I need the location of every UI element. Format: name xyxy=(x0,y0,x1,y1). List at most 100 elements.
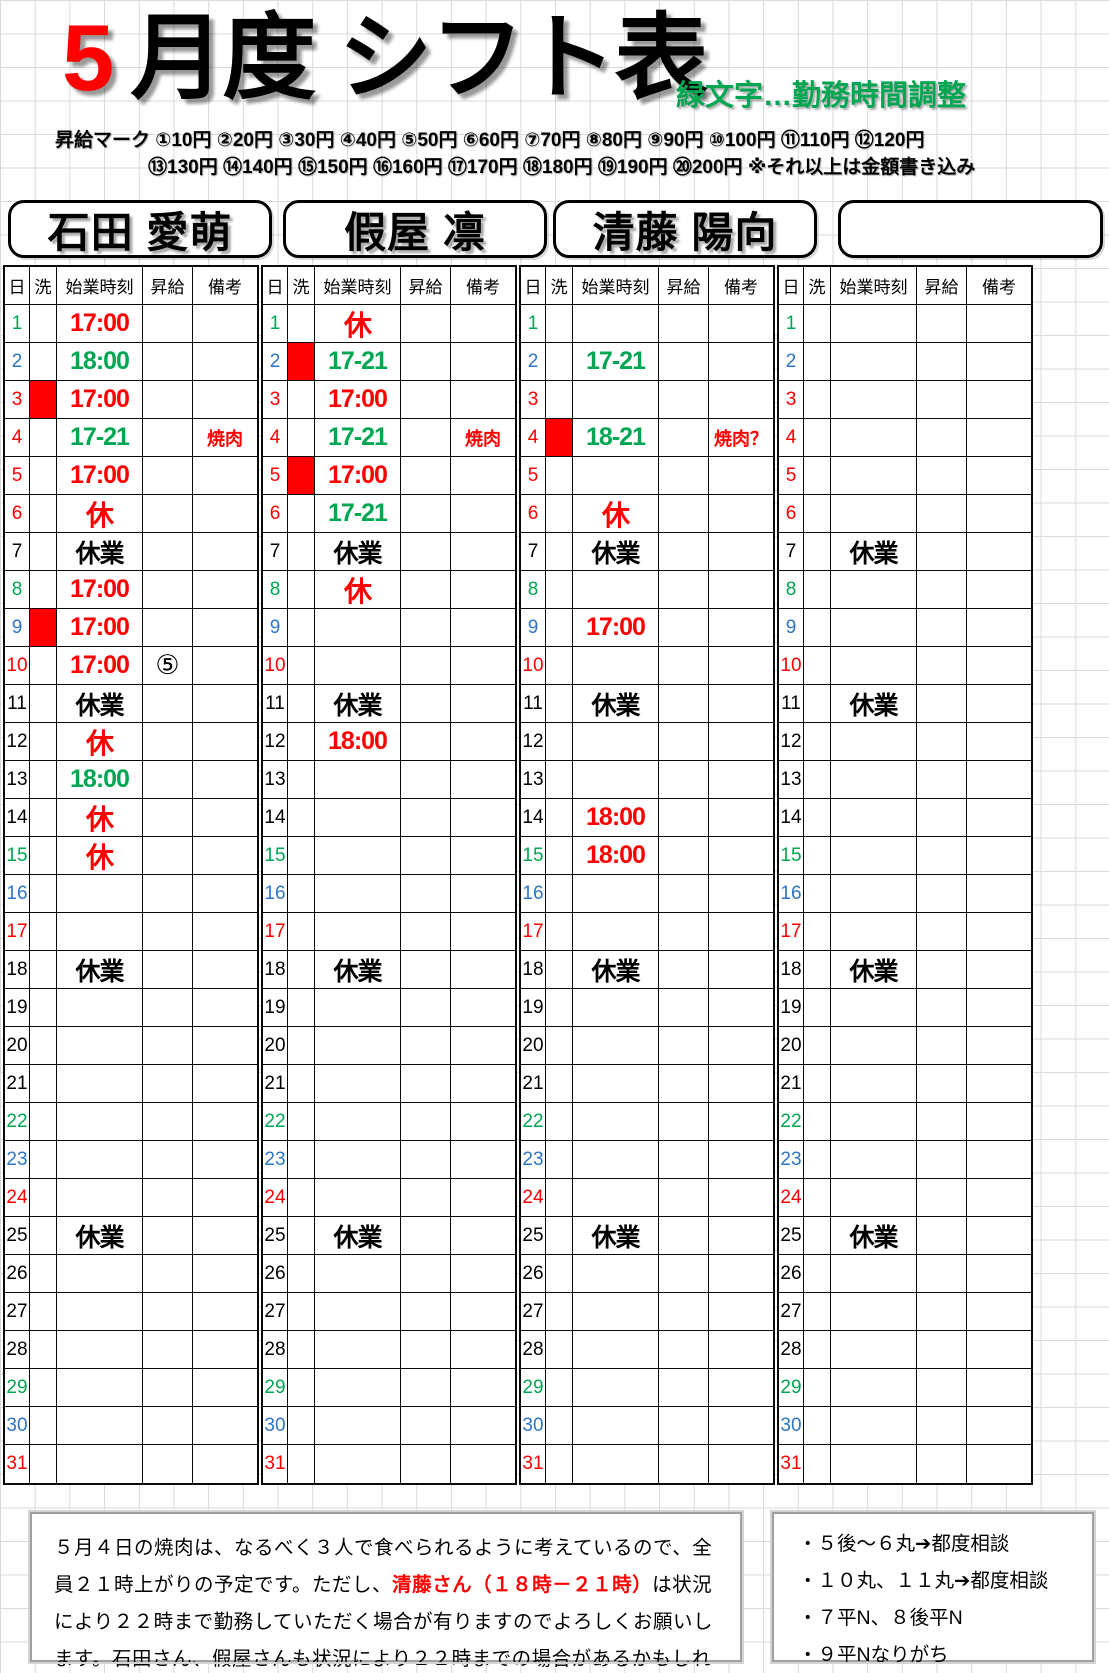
start-time-cell[interactable] xyxy=(315,837,401,875)
memo-cell[interactable]: 焼肉？ xyxy=(709,419,773,457)
start-time-cell[interactable] xyxy=(573,1179,659,1217)
wash-cell[interactable] xyxy=(546,1103,573,1141)
raise-cell[interactable] xyxy=(917,875,967,913)
start-time-cell[interactable]: 休業 xyxy=(57,685,143,723)
start-time-cell[interactable] xyxy=(315,647,401,685)
memo-cell[interactable] xyxy=(709,457,773,495)
memo-cell[interactable] xyxy=(967,875,1031,913)
raise-cell[interactable] xyxy=(401,1255,451,1293)
start-time-cell[interactable] xyxy=(573,989,659,1027)
start-time-cell[interactable]: 17-21 xyxy=(315,495,401,533)
start-time-cell[interactable] xyxy=(831,799,917,837)
memo-cell[interactable] xyxy=(451,685,515,723)
wash-cell[interactable] xyxy=(30,1255,57,1293)
wash-cell[interactable] xyxy=(804,951,831,989)
memo-cell[interactable] xyxy=(709,1331,773,1369)
start-time-cell[interactable] xyxy=(831,457,917,495)
raise-cell[interactable] xyxy=(917,1027,967,1065)
raise-cell[interactable] xyxy=(659,1179,709,1217)
raise-cell[interactable] xyxy=(917,685,967,723)
wash-cell[interactable] xyxy=(804,495,831,533)
start-time-cell[interactable]: 休業 xyxy=(573,685,659,723)
raise-cell[interactable] xyxy=(659,343,709,381)
wash-cell[interactable] xyxy=(546,419,573,457)
start-time-cell[interactable]: 休業 xyxy=(573,533,659,571)
wash-cell[interactable] xyxy=(804,609,831,647)
start-time-cell[interactable] xyxy=(831,1331,917,1369)
raise-cell[interactable] xyxy=(917,419,967,457)
memo-cell[interactable] xyxy=(967,837,1031,875)
raise-cell[interactable] xyxy=(401,305,451,343)
raise-cell[interactable] xyxy=(659,533,709,571)
start-time-cell[interactable]: 休 xyxy=(57,799,143,837)
raise-cell[interactable] xyxy=(401,1103,451,1141)
start-time-cell[interactable] xyxy=(573,723,659,761)
wash-cell[interactable] xyxy=(30,457,57,495)
memo-cell[interactable] xyxy=(451,837,515,875)
wash-cell[interactable] xyxy=(288,761,315,799)
wash-cell[interactable] xyxy=(30,723,57,761)
start-time-cell[interactable] xyxy=(831,989,917,1027)
memo-cell[interactable] xyxy=(193,951,257,989)
start-time-cell[interactable] xyxy=(573,1103,659,1141)
memo-cell[interactable] xyxy=(193,1445,257,1483)
wash-cell[interactable] xyxy=(30,1293,57,1331)
wash-cell[interactable] xyxy=(288,1255,315,1293)
wash-cell[interactable] xyxy=(546,989,573,1027)
raise-cell[interactable] xyxy=(401,1293,451,1331)
wash-cell[interactable] xyxy=(546,1141,573,1179)
start-time-cell[interactable] xyxy=(573,1407,659,1445)
raise-cell[interactable] xyxy=(917,1331,967,1369)
memo-cell[interactable] xyxy=(193,761,257,799)
wash-cell[interactable] xyxy=(804,343,831,381)
memo-cell[interactable] xyxy=(709,1369,773,1407)
raise-cell[interactable] xyxy=(917,1179,967,1217)
raise-cell[interactable] xyxy=(659,609,709,647)
memo-cell[interactable] xyxy=(709,1407,773,1445)
memo-cell[interactable] xyxy=(709,1103,773,1141)
raise-cell[interactable] xyxy=(659,761,709,799)
wash-cell[interactable] xyxy=(30,989,57,1027)
wash-cell[interactable] xyxy=(30,913,57,951)
wash-cell[interactable] xyxy=(804,571,831,609)
start-time-cell[interactable] xyxy=(57,1027,143,1065)
memo-cell[interactable] xyxy=(967,951,1031,989)
start-time-cell[interactable] xyxy=(831,1369,917,1407)
wash-cell[interactable] xyxy=(804,989,831,1027)
memo-cell[interactable] xyxy=(967,1217,1031,1255)
memo-cell[interactable] xyxy=(193,1407,257,1445)
start-time-cell[interactable] xyxy=(57,1255,143,1293)
memo-cell[interactable] xyxy=(451,989,515,1027)
raise-cell[interactable] xyxy=(917,1293,967,1331)
start-time-cell[interactable] xyxy=(573,875,659,913)
memo-cell[interactable] xyxy=(967,457,1031,495)
wash-cell[interactable] xyxy=(288,1331,315,1369)
memo-cell[interactable] xyxy=(193,571,257,609)
raise-cell[interactable] xyxy=(401,495,451,533)
memo-cell[interactable] xyxy=(451,1407,515,1445)
memo-cell[interactable] xyxy=(967,685,1031,723)
raise-cell[interactable] xyxy=(143,343,193,381)
raise-cell[interactable] xyxy=(401,761,451,799)
memo-cell[interactable] xyxy=(451,1141,515,1179)
raise-cell[interactable] xyxy=(917,1065,967,1103)
raise-cell[interactable] xyxy=(401,799,451,837)
wash-cell[interactable] xyxy=(546,951,573,989)
memo-cell[interactable] xyxy=(709,761,773,799)
start-time-cell[interactable] xyxy=(831,1445,917,1483)
memo-cell[interactable] xyxy=(451,343,515,381)
memo-cell[interactable] xyxy=(709,685,773,723)
wash-cell[interactable] xyxy=(804,1407,831,1445)
wash-cell[interactable] xyxy=(804,647,831,685)
wash-cell[interactable] xyxy=(546,1065,573,1103)
memo-cell[interactable] xyxy=(193,1027,257,1065)
start-time-cell[interactable]: 18-21 xyxy=(573,419,659,457)
start-time-cell[interactable] xyxy=(831,647,917,685)
memo-cell[interactable] xyxy=(967,1027,1031,1065)
start-time-cell[interactable] xyxy=(573,1331,659,1369)
wash-cell[interactable] xyxy=(288,913,315,951)
start-time-cell[interactable]: 休 xyxy=(315,305,401,343)
wash-cell[interactable] xyxy=(546,1217,573,1255)
wash-cell[interactable] xyxy=(30,647,57,685)
start-time-cell[interactable] xyxy=(573,1255,659,1293)
